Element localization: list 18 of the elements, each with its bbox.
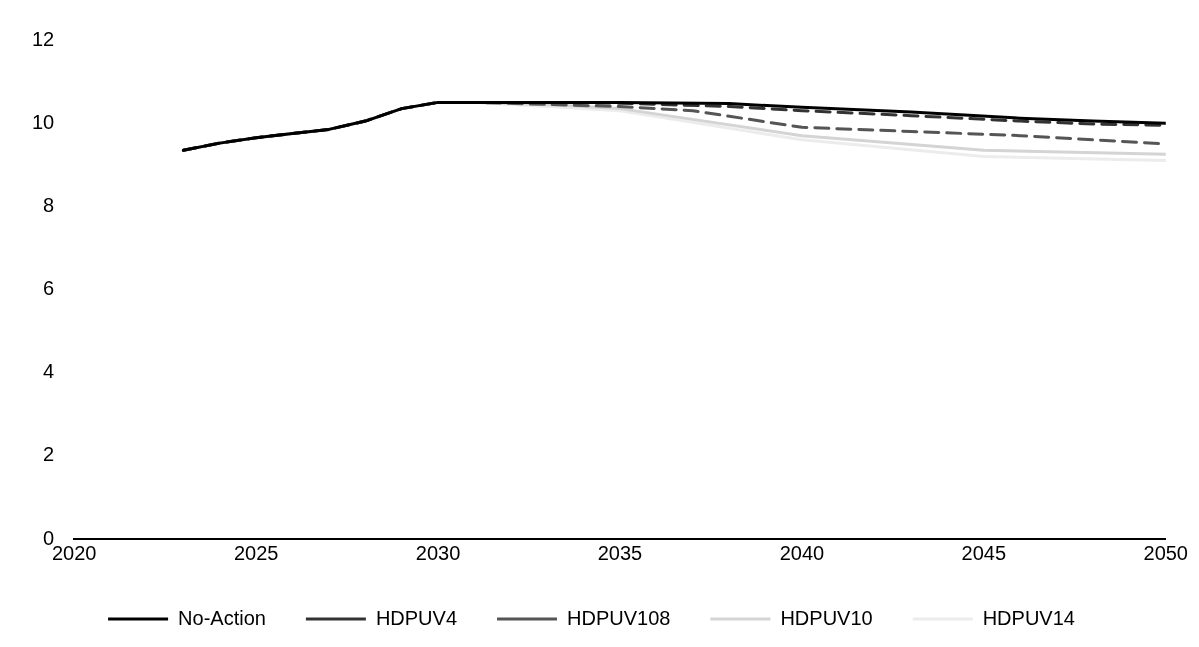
y-tick-label: 8	[43, 193, 55, 216]
legend-label: HDPUV108	[567, 606, 671, 629]
legend-label: HDPUV4	[375, 606, 458, 629]
x-tick-label: 2045	[961, 541, 1007, 564]
y-tick-label: 2	[43, 443, 55, 466]
y-tick-label: 4	[43, 360, 55, 383]
x-tick-label: 2030	[415, 541, 461, 564]
x-tick-label: 2020	[52, 541, 97, 564]
legend-label: No-Action	[178, 606, 266, 629]
legend-label: HDPUV14	[982, 606, 1075, 629]
x-tick-label: 2050	[1143, 541, 1188, 564]
y-tick-label: 6	[43, 277, 55, 300]
x-tick-label: 2040	[779, 541, 825, 564]
x-tick-label: 2025	[233, 541, 279, 564]
y-tick-label: 10	[32, 110, 55, 133]
x-tick-label: 2035	[597, 541, 643, 564]
legend-label: HDPUV10	[780, 606, 873, 629]
y-tick-label: 12	[32, 27, 55, 50]
